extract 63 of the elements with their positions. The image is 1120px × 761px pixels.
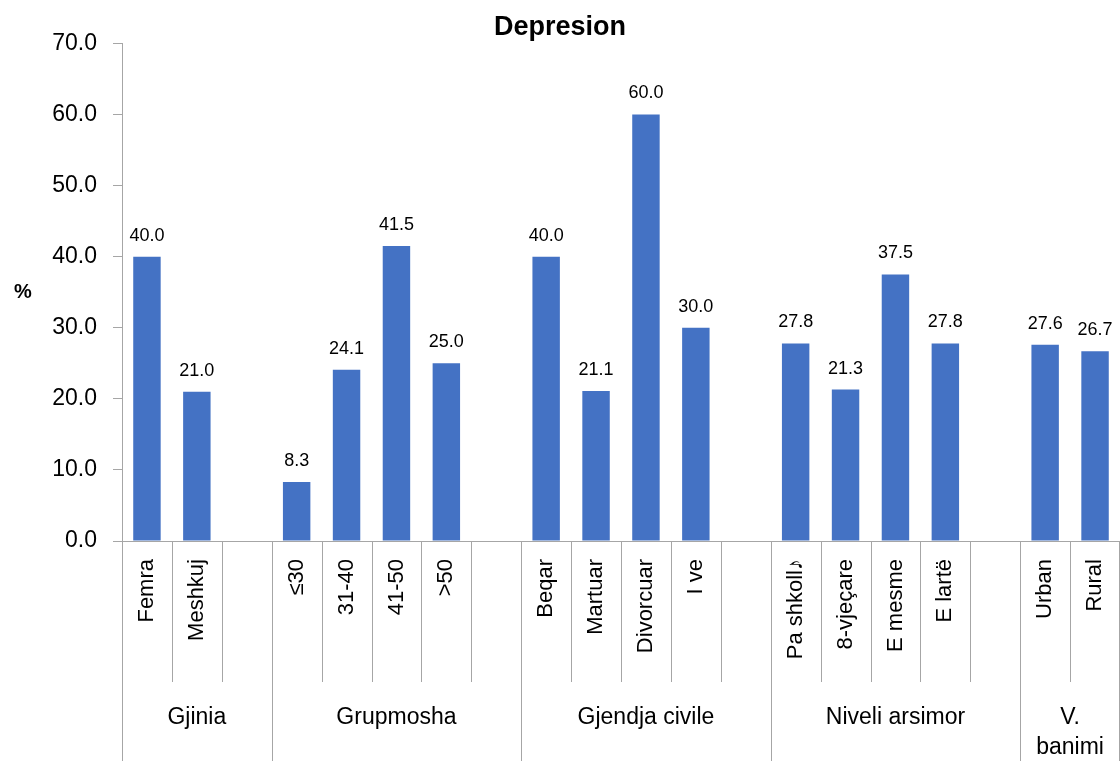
x-tick-label: Meshkuj xyxy=(182,559,208,641)
bar xyxy=(282,482,311,541)
x-tick-label: Femra xyxy=(133,558,159,623)
x-tick-label: 8-vjeçare xyxy=(831,559,857,650)
y-tick-label: 50.0 xyxy=(52,170,97,197)
y-tick-label: 30.0 xyxy=(52,313,97,340)
x-tick-label: ≤30 xyxy=(282,559,308,596)
data-label: 27.8 xyxy=(778,311,814,332)
data-label: 40.0 xyxy=(129,224,165,245)
x-tick-label: 31-40 xyxy=(332,559,358,616)
bar xyxy=(781,343,810,541)
x-tick-label: Divorcuar xyxy=(632,559,658,654)
x-tick-label: E mesme xyxy=(881,559,907,652)
y-tick-label: 0.0 xyxy=(65,526,97,553)
x-tick-label: I ve xyxy=(681,559,707,595)
x-tick-label: Pa shkoll♪ xyxy=(781,559,807,660)
bar xyxy=(931,343,960,541)
y-tick-label: 40.0 xyxy=(52,242,97,268)
bar xyxy=(831,389,860,541)
bar xyxy=(632,114,660,541)
x-tick-label: E lartë xyxy=(931,559,957,623)
data-label: 30.0 xyxy=(678,295,714,316)
bar xyxy=(133,256,161,541)
data-label: 60.0 xyxy=(628,82,664,103)
y-tick-label: 70.0 xyxy=(52,28,97,55)
x-tick-label: Rural xyxy=(1081,559,1107,612)
data-label: 24.1 xyxy=(329,337,365,358)
data-label: 21.0 xyxy=(179,359,215,380)
bar xyxy=(1081,351,1109,541)
bar xyxy=(881,274,910,541)
data-label: 40.0 xyxy=(528,224,564,245)
data-label: 37.5 xyxy=(877,242,913,263)
x-tick-label: Beqar xyxy=(532,559,558,618)
text: V. banimi xyxy=(1036,703,1104,760)
x-tick-label: Urban xyxy=(1031,559,1057,619)
text: Gjendja civile xyxy=(577,703,715,730)
chart-title: Depresion xyxy=(493,10,627,41)
bar xyxy=(532,256,560,541)
y-tick-label: 20.0 xyxy=(52,384,97,411)
data-label: 27.6 xyxy=(1027,312,1063,333)
data-label: 41.5 xyxy=(378,213,414,234)
y-tick-label: 10.0 xyxy=(52,455,97,482)
bar xyxy=(183,391,211,541)
bar xyxy=(1031,344,1059,541)
data-label: 25.0 xyxy=(428,331,464,352)
y-tick-label: 60.0 xyxy=(52,99,97,126)
bar xyxy=(582,391,610,541)
data-label: 26.7 xyxy=(1077,319,1113,340)
bar xyxy=(332,369,361,541)
data-label: 27.8 xyxy=(927,311,963,332)
bar xyxy=(382,245,411,541)
x-tick-label: Martuar xyxy=(582,559,608,635)
text: Gjinia xyxy=(167,703,227,730)
y-axis-title: % xyxy=(14,279,33,302)
x-tick-label: >50 xyxy=(432,559,458,597)
data-label: 21.1 xyxy=(578,359,614,380)
data-label: 8.3 xyxy=(284,450,310,470)
text: Niveli arsimor xyxy=(825,703,966,730)
bar xyxy=(682,327,710,541)
bar xyxy=(432,363,461,541)
data-label: 21.3 xyxy=(828,357,864,378)
text: Grupmosha xyxy=(336,703,457,730)
x-tick-label: 41-50 xyxy=(382,559,408,616)
